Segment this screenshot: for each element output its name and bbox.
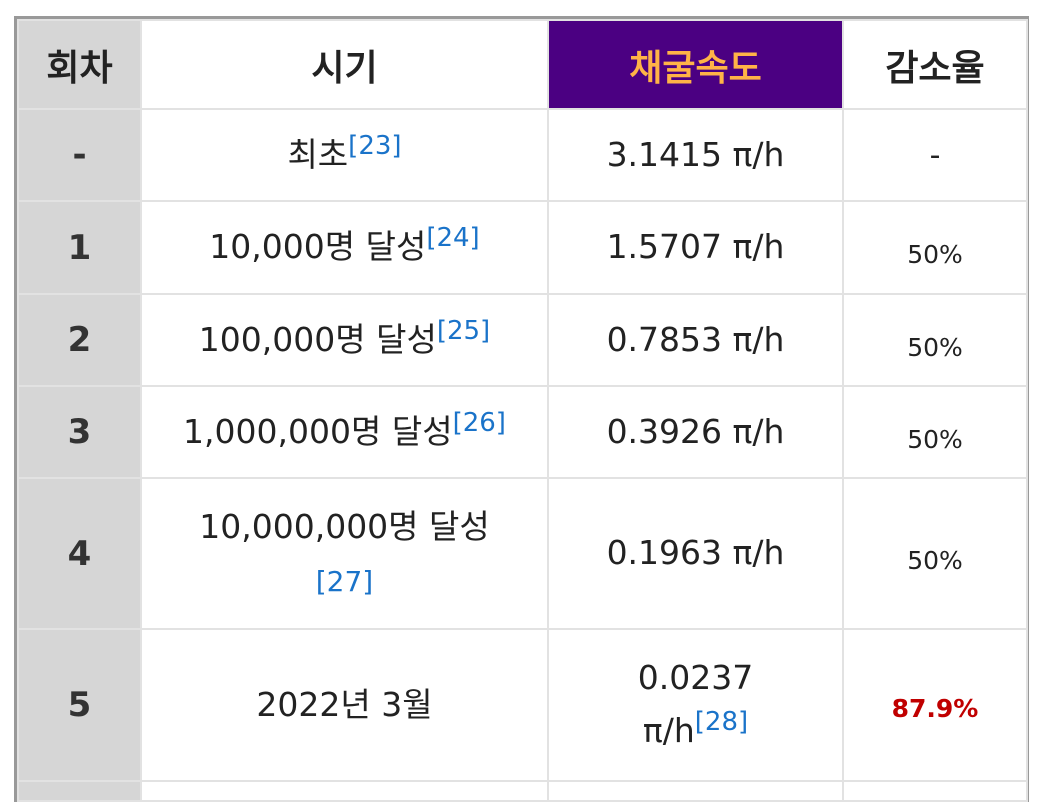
period-text: 100,000명 달성 (198, 319, 437, 359)
rate-cell: - (842, 108, 1028, 202)
round-cell: 2 (17, 293, 142, 387)
speed-cell (547, 780, 844, 802)
period-cell: 10,000명 달성[24] (140, 200, 549, 295)
table-row: 1 10,000명 달성[24] 1.5707 π/h 50% (17, 200, 1028, 295)
table-row: 3 1,000,000명 달성[26] 0.3926 π/h 50% (17, 385, 1028, 479)
period-cell (140, 780, 549, 802)
period-cell: 10,000,000명 달성 [27] (140, 477, 549, 630)
table-row: 2 100,000명 달성[25] 0.7853 π/h 50% (17, 293, 1028, 387)
period-text: 10,000,000명 달성 (199, 506, 490, 546)
period-cell: 최초[23] (140, 108, 549, 202)
table-row: 4 10,000,000명 달성 [27] 0.1963 π/h 50% (17, 477, 1028, 630)
period-text: 10,000명 달성 (209, 227, 427, 267)
header-reduction-rate: 감소율 (842, 19, 1028, 110)
reference-link[interactable]: [25] (436, 315, 491, 346)
header-mining-speed: 채굴속도 (547, 19, 844, 110)
speed-cell: 0.1963 π/h (547, 477, 844, 630)
period-cell: 2022년 3월 (140, 628, 549, 782)
reference-link[interactable]: [24] (426, 223, 480, 254)
rate-cell (842, 780, 1028, 802)
period-cell: 100,000명 달성[25] (140, 293, 549, 387)
mining-rate-table-container: 회차 시기 채굴속도 감소율 - 최초[23] 3.1415 π/h - 1 1… (14, 16, 1029, 802)
rate-cell-highlight: 87.9% (842, 628, 1028, 782)
reference-link[interactable]: [27] (315, 564, 374, 598)
speed-cell: 3.1415 π/h (547, 108, 844, 202)
rate-cell: 50% (842, 385, 1028, 479)
reference-link[interactable]: [23] (348, 130, 402, 161)
period-text: 최초 (287, 134, 349, 174)
table-header-row: 회차 시기 채굴속도 감소율 (17, 19, 1028, 110)
reference-link[interactable]: [26] (452, 407, 506, 438)
header-round: 회차 (17, 19, 142, 110)
reference-link[interactable]: [28] (694, 707, 749, 737)
speed-cell: 0.3926 π/h (547, 385, 844, 479)
speed-value: 0.0237 (637, 658, 754, 698)
round-cell: 5 (17, 628, 142, 782)
round-cell: 4 (17, 477, 142, 630)
rate-cell: 50% (842, 200, 1028, 295)
speed-cell: 0.7853 π/h (547, 293, 844, 387)
speed-cell: 1.5707 π/h (547, 200, 844, 295)
round-cell: 1 (17, 200, 142, 295)
table-row: 5 2022년 3월 0.0237 π/h[28] 87.9% (17, 628, 1028, 782)
mining-rate-table: 회차 시기 채굴속도 감소율 - 최초[23] 3.1415 π/h - 1 1… (17, 19, 1028, 802)
period-text: 1,000,000명 달성 (183, 411, 453, 451)
table-row-partial (17, 780, 1028, 802)
speed-cell: 0.0237 π/h[28] (547, 628, 844, 782)
period-cell: 1,000,000명 달성[26] (140, 385, 549, 479)
round-cell: - (17, 108, 142, 202)
round-cell: 3 (17, 385, 142, 479)
table-row: - 최초[23] 3.1415 π/h - (17, 108, 1028, 202)
round-cell (17, 780, 142, 802)
speed-unit: π/h (642, 711, 695, 750)
rate-cell: 50% (842, 293, 1028, 387)
rate-cell: 50% (842, 477, 1028, 630)
header-period: 시기 (140, 19, 549, 110)
